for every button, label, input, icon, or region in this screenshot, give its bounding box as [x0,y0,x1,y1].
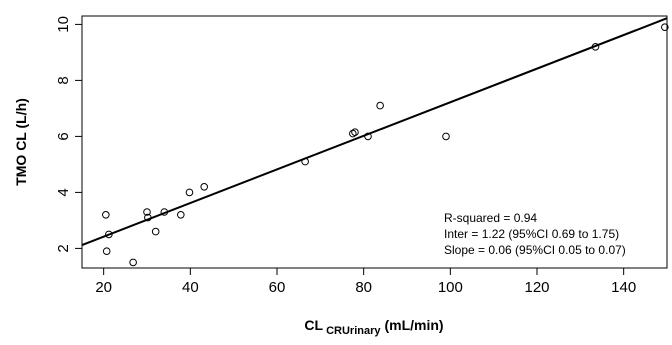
y-tick-label: 4 [55,188,72,196]
x-axis-title-subscript: CRUrinary [326,325,381,337]
x-tick-label: 60 [269,279,286,296]
data-point [102,211,110,219]
data-point [661,23,669,32]
annotation-intercept: Inter = 1.22 (95%CI 0.69 to 1.75) [444,227,619,241]
annotation-slope: Slope = 0.06 (95%CI 0.05 to 0.07) [444,243,626,257]
x-tick-label: 120 [524,279,549,296]
data-point [376,101,384,110]
data-point [442,132,450,141]
x-tick-label: 100 [438,279,463,296]
data-point [177,211,185,219]
data-point [129,258,137,267]
data-point [200,183,208,191]
x-tick-label: 140 [611,279,636,296]
data-point [144,213,152,222]
data-point [151,227,160,236]
data-point [185,188,194,197]
points-layer [102,23,669,267]
x-axis-title: CL CRUrinary (mL/min) [304,317,443,337]
data-point [364,132,372,141]
annotation-r-squared: R-squared = 0.94 [444,211,537,225]
x-axis: 20 40 60 80 100 120 140 [95,268,636,296]
data-point [591,43,600,51]
x-axis-title-main: CL [304,317,323,333]
regression-line [81,17,668,246]
data-point [102,247,111,255]
data-point [351,128,359,136]
y-axis-title: TMO CL (L/h) [13,98,29,186]
x-tick-label: 80 [355,279,372,296]
regression-layer [81,17,668,246]
data-point [143,208,151,216]
data-point [349,129,357,138]
y-tick-label: 2 [55,244,72,252]
x-axis-title-unit: (mL/min) [384,317,443,333]
y-tick-label: 6 [55,132,72,140]
y-tick-label: 8 [55,76,72,84]
x-tick-label: 40 [182,279,199,296]
data-point [105,230,113,239]
data-point [301,157,309,166]
data-point [160,208,169,216]
plot-frame [81,15,668,269]
x-tick-label: 20 [95,279,112,296]
y-axis: 2 4 6 8 10 [55,16,82,253]
y-tick-label: 10 [55,16,72,33]
